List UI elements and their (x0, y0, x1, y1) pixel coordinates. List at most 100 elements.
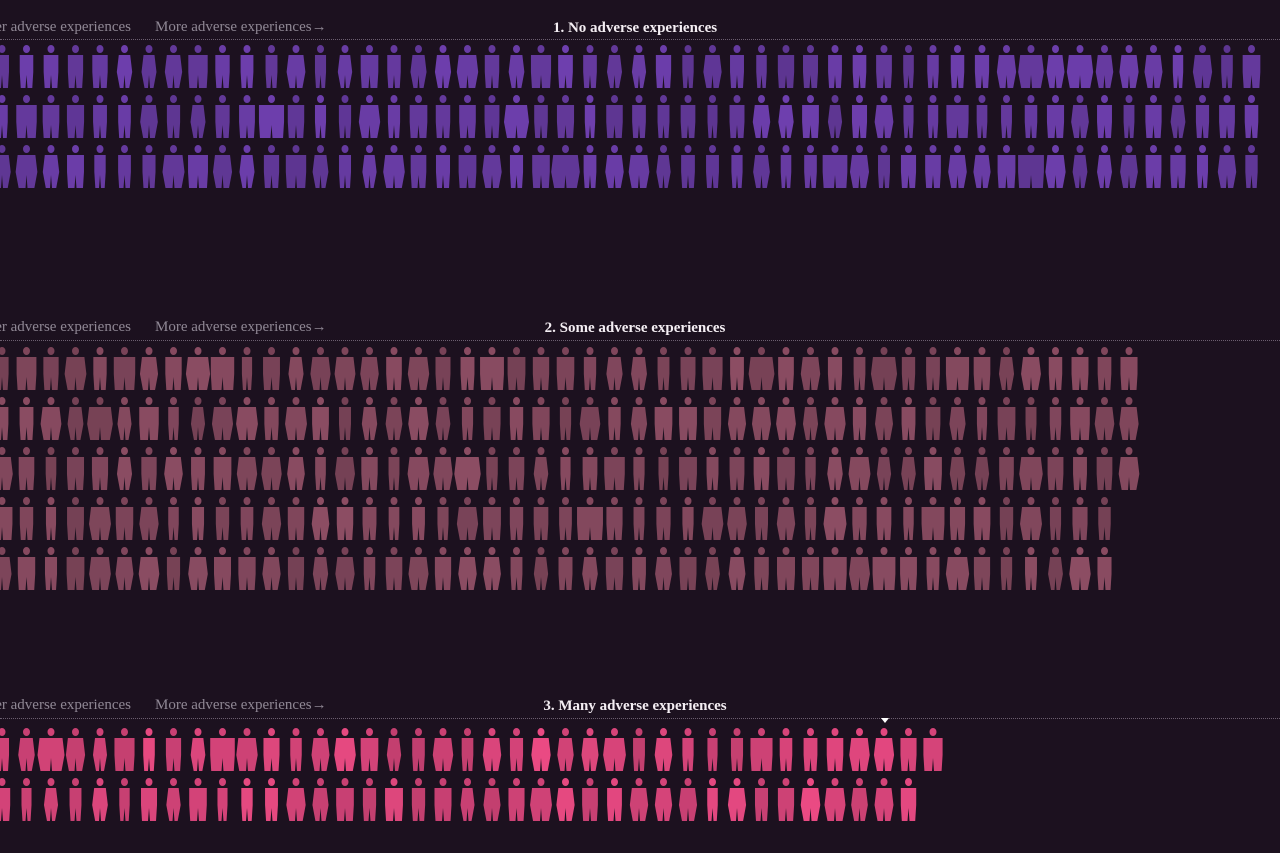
person-icon[interactable] (508, 778, 525, 821)
person-icon[interactable] (776, 497, 796, 540)
person-icon[interactable] (657, 347, 670, 390)
person-icon[interactable] (67, 397, 84, 440)
person-icon[interactable] (657, 95, 670, 138)
person-icon[interactable] (387, 95, 401, 138)
person-icon[interactable] (949, 447, 966, 490)
person-icon[interactable] (116, 45, 133, 88)
prev-link[interactable]: Fewer adverse experiences (0, 19, 131, 35)
person-icon[interactable] (45, 497, 57, 540)
person-icon[interactable] (534, 95, 548, 138)
person-icon[interactable] (138, 547, 160, 590)
person-icon[interactable] (703, 45, 722, 88)
person-icon[interactable] (1118, 447, 1140, 490)
person-icon[interactable] (973, 347, 991, 390)
person-icon[interactable] (456, 497, 479, 540)
person-icon[interactable] (608, 397, 621, 440)
person-icon[interactable] (165, 347, 182, 390)
person-icon[interactable] (997, 397, 1016, 440)
person-icon[interactable] (852, 497, 867, 540)
person-icon[interactable] (632, 95, 646, 138)
person-icon[interactable] (927, 95, 939, 138)
person-icon[interactable] (1094, 397, 1115, 440)
person-icon[interactable] (311, 497, 330, 540)
person-icon[interactable] (484, 45, 500, 88)
person-icon[interactable] (557, 728, 574, 771)
person-icon[interactable] (482, 145, 502, 188)
person-icon[interactable] (903, 497, 914, 540)
person-icon[interactable] (1123, 95, 1135, 138)
person-icon[interactable] (1072, 145, 1088, 188)
person-icon[interactable] (362, 145, 377, 188)
person-icon[interactable] (210, 347, 235, 390)
person-icon[interactable] (707, 778, 718, 821)
person-icon[interactable] (1049, 497, 1062, 540)
person-icon[interactable] (945, 547, 970, 590)
person-icon[interactable] (900, 145, 917, 188)
person-icon[interactable] (532, 145, 550, 188)
person-icon[interactable] (116, 447, 133, 490)
person-icon[interactable] (21, 778, 32, 821)
person-icon[interactable] (1071, 95, 1089, 138)
person-icon[interactable] (996, 45, 1017, 88)
person-icon[interactable] (287, 447, 305, 490)
person-icon[interactable] (240, 45, 254, 88)
person-icon[interactable] (607, 778, 622, 821)
person-icon[interactable] (556, 778, 575, 821)
person-icon[interactable] (582, 547, 598, 590)
person-icon[interactable] (999, 497, 1014, 540)
person-icon[interactable] (751, 397, 772, 440)
person-icon[interactable] (461, 397, 474, 440)
person-icon[interactable] (1242, 45, 1261, 88)
person-icon[interactable] (311, 728, 330, 771)
person-icon[interactable] (360, 347, 379, 390)
person-icon[interactable] (166, 95, 181, 138)
person-icon[interactable] (606, 347, 623, 390)
person-icon[interactable] (849, 547, 870, 590)
person-icon[interactable] (1073, 447, 1087, 490)
person-icon[interactable] (190, 397, 206, 440)
person-icon[interactable] (335, 447, 355, 490)
person-icon[interactable] (559, 497, 572, 540)
person-icon[interactable] (1046, 95, 1065, 138)
person-icon[interactable] (113, 347, 136, 390)
person-icon[interactable] (606, 95, 623, 138)
person-icon[interactable] (92, 728, 108, 771)
person-icon[interactable] (358, 95, 381, 138)
person-icon[interactable] (628, 145, 650, 188)
person-icon[interactable] (40, 397, 62, 440)
person-icon[interactable] (460, 778, 475, 821)
person-icon[interactable] (162, 145, 185, 188)
person-icon[interactable] (458, 547, 477, 590)
person-icon[interactable] (826, 728, 844, 771)
person-icon[interactable] (119, 778, 130, 821)
person-icon[interactable] (64, 347, 87, 390)
person-icon[interactable] (312, 145, 329, 188)
person-icon[interactable] (508, 447, 525, 490)
person-icon[interactable] (654, 778, 673, 821)
person-icon[interactable] (265, 45, 278, 88)
person-icon[interactable] (1048, 347, 1063, 390)
person-icon[interactable] (290, 728, 302, 771)
person-icon[interactable] (533, 497, 549, 540)
person-icon[interactable] (483, 497, 501, 540)
person-icon[interactable] (0, 778, 11, 821)
person-icon[interactable] (805, 447, 816, 490)
person-icon[interactable] (188, 547, 208, 590)
person-icon[interactable] (1120, 347, 1138, 390)
person-icon[interactable] (286, 45, 306, 88)
person-icon[interactable] (454, 447, 481, 490)
person-icon[interactable] (1192, 45, 1213, 88)
person-icon[interactable] (779, 728, 793, 771)
person-icon[interactable] (655, 45, 672, 88)
person-icon[interactable] (188, 45, 208, 88)
person-icon[interactable] (679, 547, 697, 590)
person-icon[interactable] (362, 778, 377, 821)
person-icon[interactable] (1098, 497, 1111, 540)
person-icon[interactable] (682, 45, 694, 88)
person-icon[interactable] (1170, 95, 1186, 138)
person-icon[interactable] (437, 497, 449, 540)
person-icon[interactable] (43, 347, 59, 390)
person-icon[interactable] (433, 447, 453, 490)
person-icon[interactable] (926, 347, 940, 390)
person-icon[interactable] (383, 145, 405, 188)
